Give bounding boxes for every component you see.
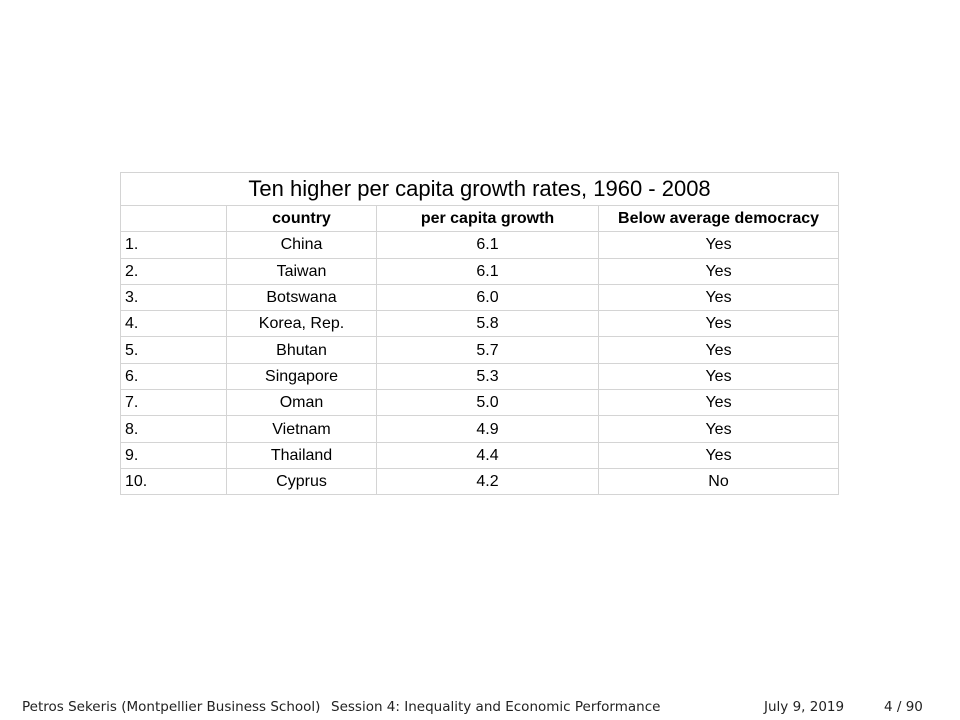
table-row: 3. Botswana 6.0 Yes <box>120 283 840 312</box>
democracy-cell: No <box>597 467 840 496</box>
country-cell: Taiwan <box>226 257 377 285</box>
growth-cell: 6.1 <box>376 231 599 259</box>
header-rank <box>120 204 227 233</box>
growth-cell: 4.9 <box>376 415 599 443</box>
growth-cell: 5.8 <box>376 310 599 338</box>
table-header-row: country per capita growth Below average … <box>120 204 840 233</box>
country-cell: Vietnam <box>226 415 377 443</box>
footer-page-number: 4 / 90 <box>884 699 923 715</box>
democracy-cell: Yes <box>597 389 840 417</box>
rank-cell: 2. <box>120 257 227 285</box>
democracy-cell: Yes <box>597 441 840 469</box>
growth-cell: 4.4 <box>376 441 599 469</box>
footer-session: Session 4: Inequality and Economic Perfo… <box>331 699 661 715</box>
democracy-cell: Yes <box>597 415 840 443</box>
footer-date: July 9, 2019 <box>764 699 845 715</box>
header-democracy: Below average democracy <box>597 204 840 233</box>
country-cell: Korea, Rep. <box>226 310 377 338</box>
growth-cell: 5.3 <box>376 362 599 391</box>
country-cell: Bhutan <box>226 336 377 364</box>
footer-author: Petros Sekeris (Montpellier Business Sch… <box>22 699 321 715</box>
table-body: 1. China 6.1 Yes 2. Taiwan 6.1 Yes 3. Botswana 6.0… <box>120 231 840 496</box>
country-cell: Singapore <box>226 362 377 391</box>
table-row: 4. Korea, Rep. 5.8 Yes <box>120 310 840 338</box>
growth-cell: 6.0 <box>376 283 599 312</box>
rank-cell: 8. <box>120 415 227 443</box>
table-row: 1. China 6.1 Yes <box>120 231 840 259</box>
table-title-row: Ten higher per capita growth rates, 1960… <box>119 172 840 206</box>
rank-cell: 7. <box>120 389 227 417</box>
table-row: 8. Vietnam 4.9 Yes <box>120 415 840 443</box>
democracy-cell: Yes <box>597 257 840 285</box>
growth-cell: 4.2 <box>376 467 599 496</box>
table-row: 2. Taiwan 6.1 Yes <box>120 257 840 285</box>
country-cell: China <box>226 231 377 259</box>
democracy-cell: Yes <box>597 336 840 364</box>
growth-table: Ten higher per capita growth rates, 1960… <box>119 172 840 496</box>
rank-cell: 9. <box>120 441 227 469</box>
header-growth: per capita growth <box>376 204 599 233</box>
growth-cell: 5.0 <box>376 389 599 417</box>
rank-cell: 5. <box>120 336 227 364</box>
rank-cell: 3. <box>120 283 227 312</box>
country-cell: Cyprus <box>226 467 377 496</box>
democracy-cell: Yes <box>597 310 840 338</box>
democracy-cell: Yes <box>597 283 840 312</box>
rank-cell: 1. <box>120 231 227 259</box>
growth-cell: 6.1 <box>376 257 599 285</box>
table-title: Ten higher per capita growth rates, 1960… <box>119 172 840 206</box>
table-row: 6. Singapore 5.3 Yes <box>120 362 840 391</box>
rank-cell: 10. <box>120 467 227 496</box>
democracy-cell: Yes <box>597 362 840 391</box>
table-row: 5. Bhutan 5.7 Yes <box>120 336 840 364</box>
slide-footer: Petros Sekeris (Montpellier Business Sch… <box>0 697 960 720</box>
country-cell: Thailand <box>226 441 377 469</box>
growth-cell: 5.7 <box>376 336 599 364</box>
table-row: 9. Thailand 4.4 Yes <box>120 441 840 469</box>
table-row: 7. Oman 5.0 Yes <box>120 389 840 417</box>
country-cell: Botswana <box>226 283 377 312</box>
rank-cell: 4. <box>120 310 227 338</box>
country-cell: Oman <box>226 389 377 417</box>
table-row: 10. Cyprus 4.2 No <box>120 467 840 496</box>
democracy-cell: Yes <box>597 231 840 259</box>
header-country: country <box>226 204 377 233</box>
rank-cell: 6. <box>120 362 227 391</box>
